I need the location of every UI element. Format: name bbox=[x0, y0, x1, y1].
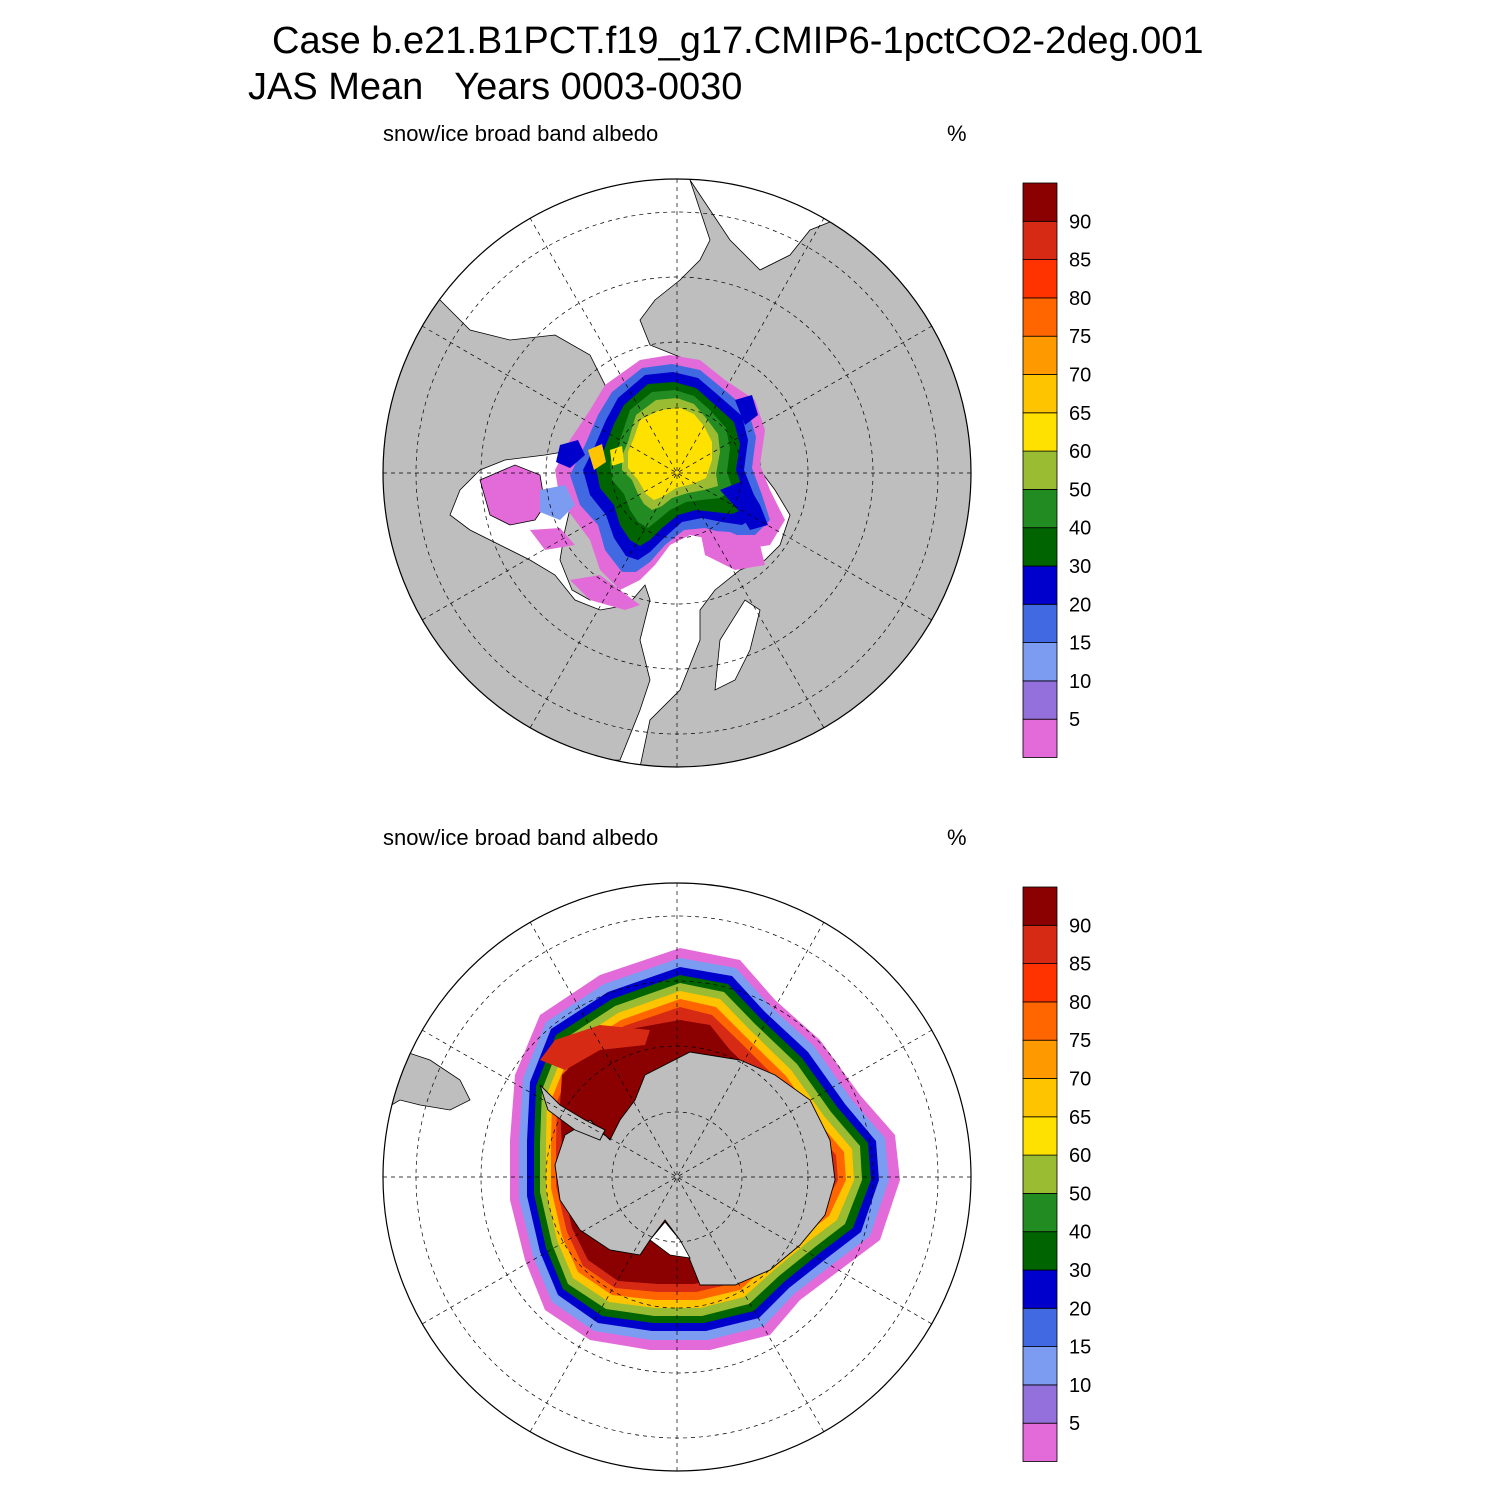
south-colorbar-swatch bbox=[1022, 1269, 1058, 1309]
north-colorbar-swatch bbox=[1022, 259, 1058, 299]
south-colorbar-tick-label: 60 bbox=[1069, 1145, 1091, 1167]
north-colorbar-tick-label: 85 bbox=[1069, 250, 1091, 272]
north-map-border bbox=[382, 178, 972, 768]
south-colorbar-swatch bbox=[1022, 886, 1058, 926]
south-colorbar-swatch bbox=[1022, 1231, 1058, 1271]
north-graticule bbox=[383, 179, 971, 767]
north-panel-label: snow/ice broad band albedo bbox=[383, 121, 659, 146]
south-colorbar-tick-label: 5 bbox=[1069, 1413, 1080, 1435]
north-colorbar-swatch bbox=[1022, 527, 1058, 567]
south-panel-unit: % bbox=[947, 825, 967, 850]
north-colorbar-tick-label: 75 bbox=[1069, 326, 1091, 348]
north-colorbar-swatch bbox=[1022, 374, 1058, 414]
north-colorbar-tick-label: 50 bbox=[1069, 479, 1091, 501]
south-colorbar-swatch bbox=[1022, 924, 1058, 964]
south-colorbar: 5 10 15 20 30 40 50 60 65 70 75 80 85 90 bbox=[1022, 886, 1091, 1462]
north-colorbar-tick-label: 90 bbox=[1069, 211, 1091, 233]
north-colorbar-swatch bbox=[1022, 450, 1058, 490]
north-polar-map bbox=[382, 178, 972, 768]
north-colorbar-tick-label: 70 bbox=[1069, 365, 1091, 387]
north-colorbar-swatch bbox=[1022, 182, 1058, 222]
south-colorbar-tick-label: 75 bbox=[1069, 1030, 1091, 1052]
north-colorbar-tick-label: 65 bbox=[1069, 403, 1091, 425]
south-colorbar-tick-label: 65 bbox=[1069, 1107, 1091, 1129]
south-colorbar-swatch bbox=[1022, 1154, 1058, 1194]
north-colorbar-tick-label: 20 bbox=[1069, 594, 1091, 616]
south-colorbar-tick-label: 85 bbox=[1069, 954, 1091, 976]
north-colorbar-tick-label: 30 bbox=[1069, 556, 1091, 578]
south-colorbar-swatch bbox=[1022, 1001, 1058, 1041]
south-graticule bbox=[383, 883, 971, 1471]
south-panel-label: snow/ice broad band albedo bbox=[383, 825, 659, 850]
south-colorbar-swatch bbox=[1022, 1116, 1058, 1156]
south-colorbar-swatch bbox=[1022, 1346, 1058, 1386]
south-colorbar-tick-label: 15 bbox=[1069, 1337, 1091, 1359]
north-colorbar-tick-label: 15 bbox=[1069, 633, 1091, 655]
north-panel-unit: % bbox=[947, 121, 967, 146]
south-colorbar-swatch bbox=[1022, 1078, 1058, 1118]
south-colorbar-tick-label: 20 bbox=[1069, 1298, 1091, 1320]
south-colorbar-tick-label: 30 bbox=[1069, 1260, 1091, 1282]
south-colorbar-tick-label: 70 bbox=[1069, 1069, 1091, 1091]
north-colorbar: 5 10 15 20 30 40 50 60 65 70 75 80 85 90 bbox=[1022, 182, 1091, 758]
south-colorbar-swatch bbox=[1022, 1039, 1058, 1079]
north-colorbar-swatch bbox=[1022, 603, 1058, 643]
south-colorbar-tick-label: 90 bbox=[1069, 915, 1091, 937]
north-colorbar-swatch bbox=[1022, 220, 1058, 261]
figure-subtitle: JAS Mean Years 0003-0030 bbox=[248, 66, 743, 108]
north-colorbar-swatch bbox=[1022, 718, 1058, 758]
north-colorbar-tick-label: 60 bbox=[1069, 441, 1091, 463]
south-colorbar-tick-label: 80 bbox=[1069, 992, 1091, 1014]
north-colorbar-tick-label: 5 bbox=[1069, 709, 1080, 731]
south-colorbar-swatch bbox=[1022, 1193, 1058, 1233]
south-colorbar-swatch bbox=[1022, 1422, 1058, 1462]
north-colorbar-swatch bbox=[1022, 642, 1058, 682]
north-colorbar-tick-label: 10 bbox=[1069, 671, 1091, 693]
north-colorbar-swatch bbox=[1022, 335, 1058, 375]
south-polar-map bbox=[382, 882, 972, 1472]
south-colorbar-tick-label: 40 bbox=[1069, 1222, 1091, 1244]
north-colorbar-swatch bbox=[1022, 412, 1058, 452]
south-colorbar-swatch bbox=[1022, 963, 1058, 1003]
north-sea-ice bbox=[530, 355, 785, 610]
north-colorbar-tick-label: 40 bbox=[1069, 518, 1091, 540]
south-colorbar-tick-label: 50 bbox=[1069, 1183, 1091, 1205]
south-colorbar-tick-label: 10 bbox=[1069, 1375, 1091, 1397]
north-colorbar-swatch bbox=[1022, 680, 1058, 720]
north-colorbar-swatch bbox=[1022, 488, 1058, 529]
north-colorbar-swatch bbox=[1022, 565, 1058, 605]
south-colorbar-swatch bbox=[1022, 1307, 1058, 1348]
north-colorbar-tick-label: 80 bbox=[1069, 288, 1091, 310]
north-colorbar-swatch bbox=[1022, 297, 1058, 337]
south-colorbar-swatch bbox=[1022, 1384, 1058, 1424]
south-map-border bbox=[382, 882, 972, 1472]
figure-title: Case b.e21.B1PCT.f19_g17.CMIP6-1pctCO2-2… bbox=[272, 20, 1204, 62]
